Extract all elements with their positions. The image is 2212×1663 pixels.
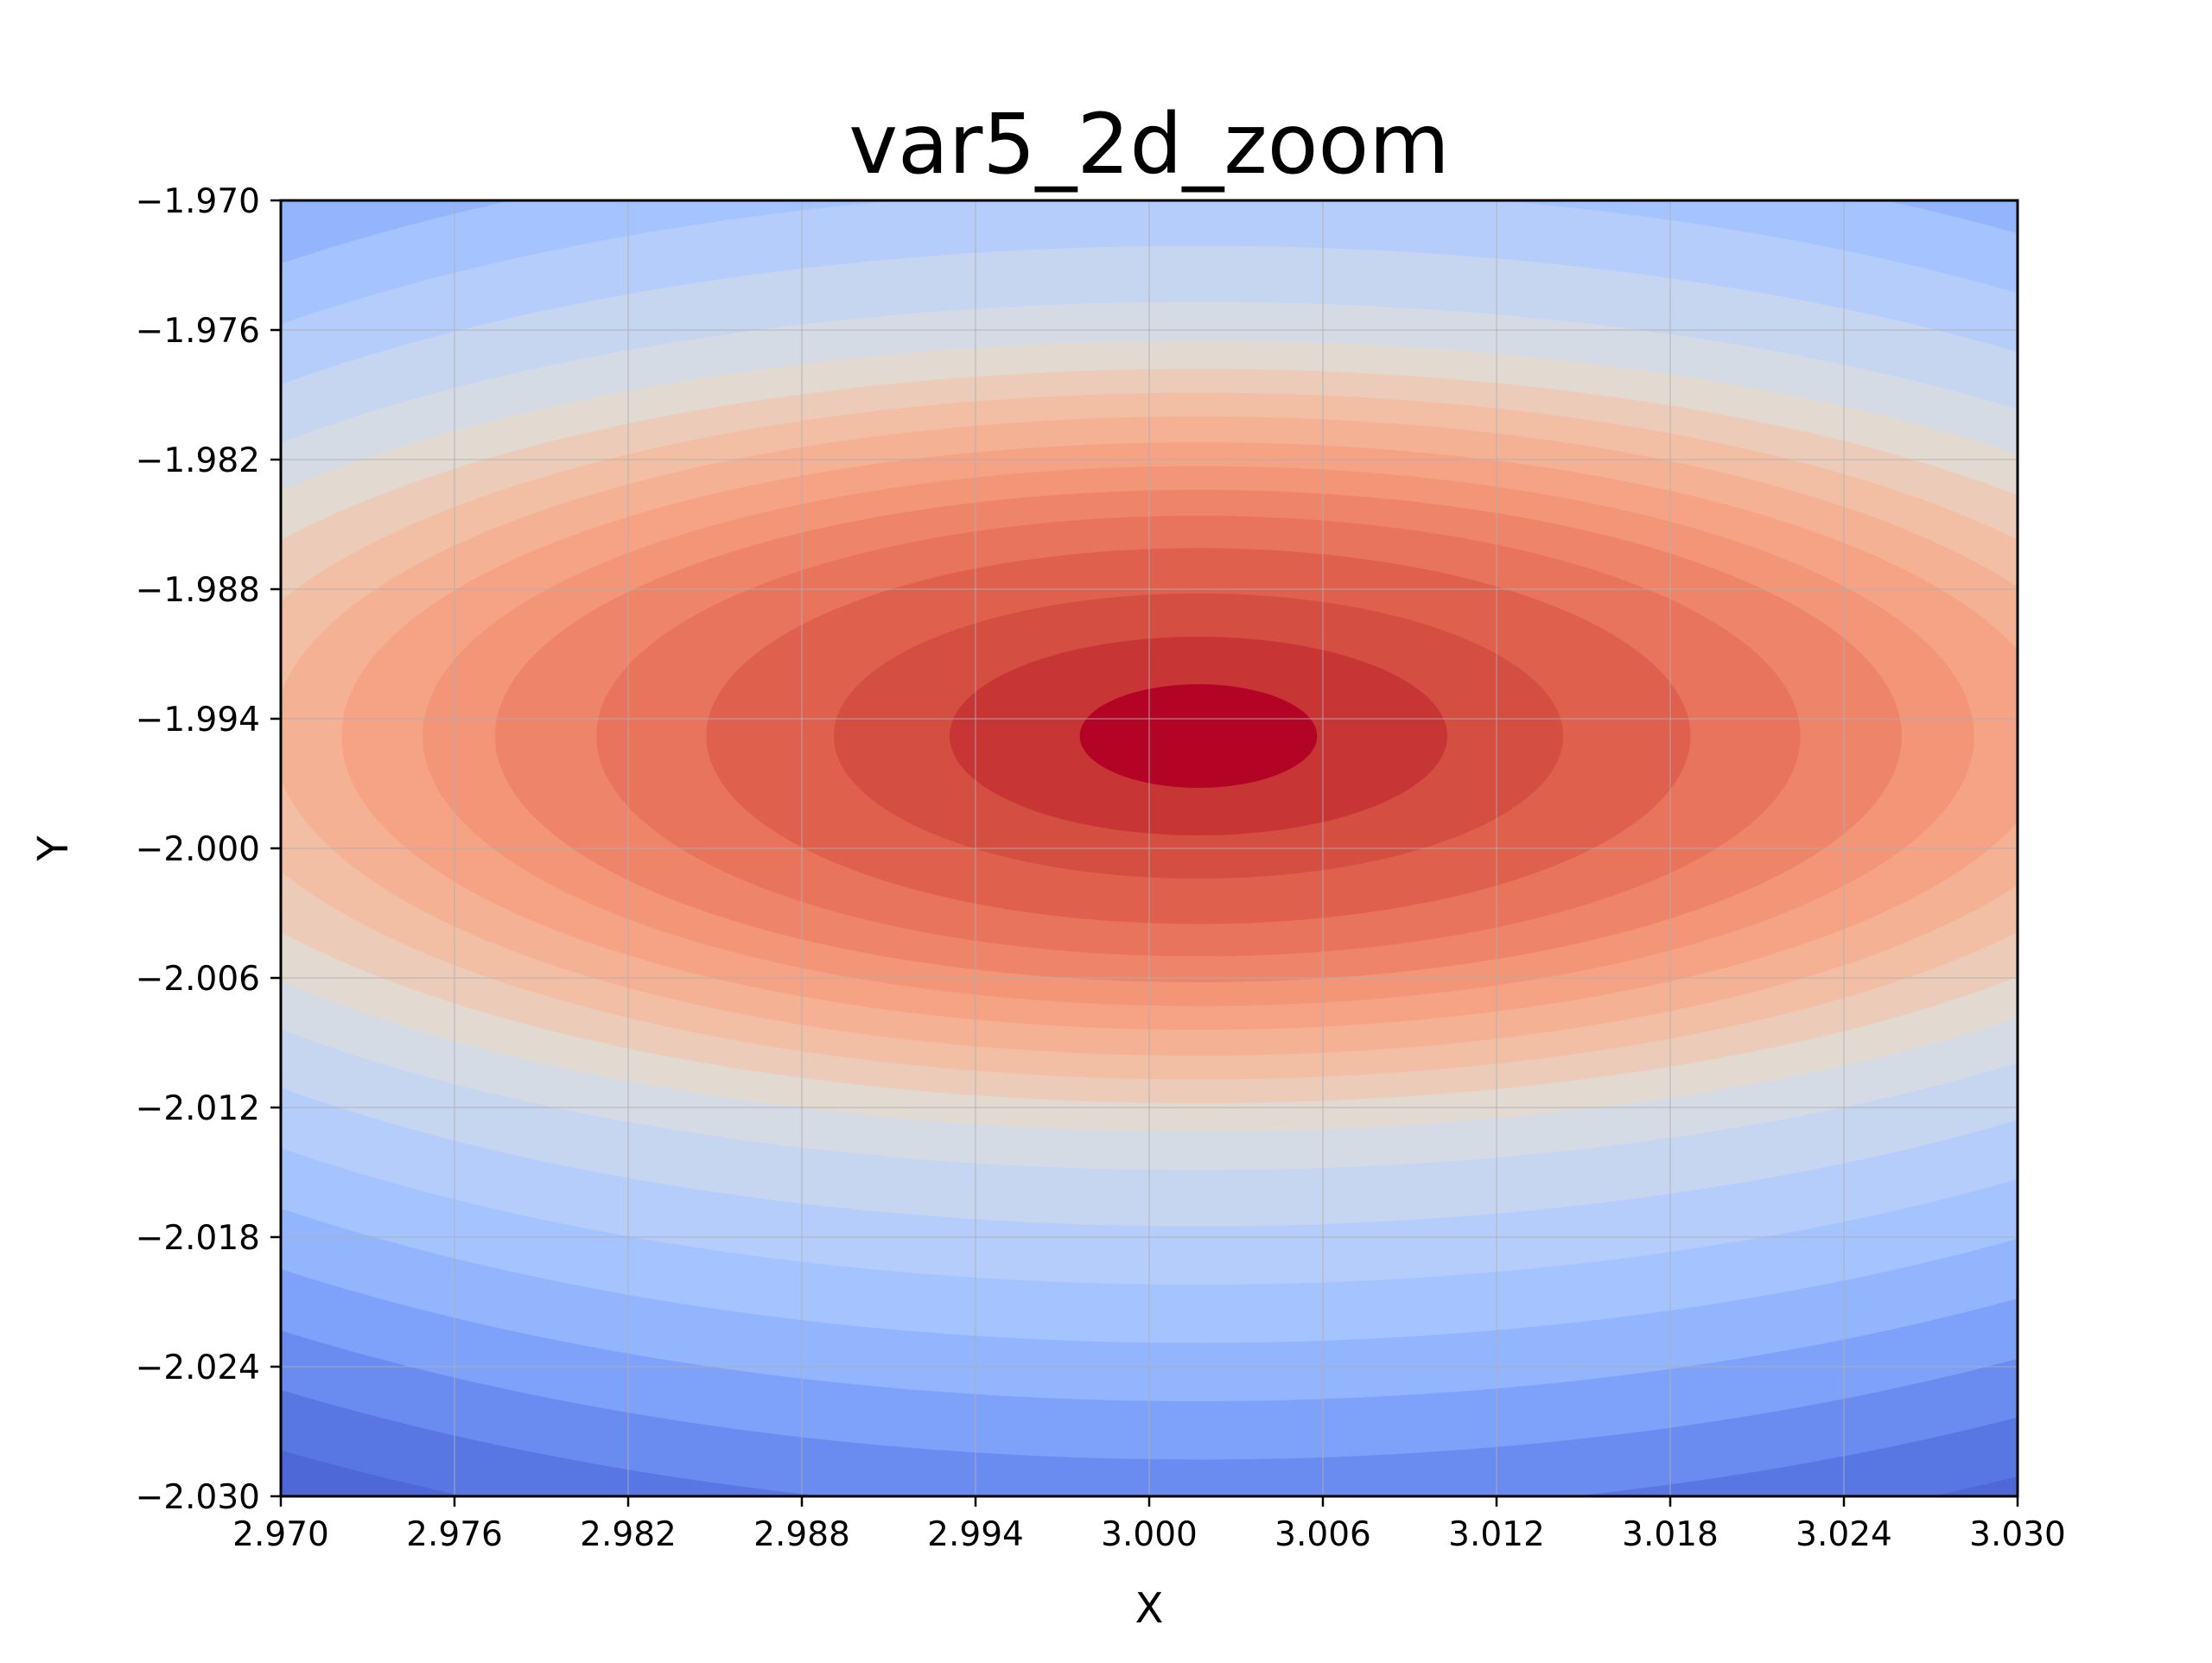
y-tick-label: −1.982: [136, 441, 260, 480]
chart-title: var5_2d_zoom: [849, 96, 1450, 193]
contour-level: [1079, 684, 1318, 788]
y-tick-label: −2.024: [136, 1349, 260, 1387]
x-axis-label: X: [1135, 1584, 1164, 1633]
x-tick-label: 2.976: [406, 1515, 503, 1554]
grid-layer: [281, 200, 2018, 1496]
y-axis-label: Y: [29, 835, 78, 862]
x-tick-label: 3.024: [1796, 1515, 1892, 1554]
x-tick-label: 3.012: [1448, 1515, 1545, 1554]
x-tick-label: 2.982: [580, 1515, 677, 1554]
y-tick-label: −1.988: [136, 571, 260, 610]
x-tick-label: 2.988: [753, 1515, 850, 1554]
y-tick-label: −2.006: [136, 960, 260, 999]
x-tick-label: 2.970: [232, 1515, 329, 1554]
y-tick-label: −2.030: [136, 1478, 260, 1517]
y-tick-label: −1.994: [136, 701, 260, 739]
x-tick-label: 2.994: [927, 1515, 1024, 1554]
x-tick-label: 3.006: [1274, 1515, 1371, 1554]
y-tick-label: −1.976: [136, 312, 260, 351]
x-tick-label: 3.000: [1101, 1515, 1198, 1554]
y-tick-label: −2.012: [136, 1089, 260, 1128]
y-axis: −1.970 −1.976 −1.982 −1.988 −1.994 −2.000 −2.0…: [136, 182, 281, 1517]
x-tick-label: 3.030: [1969, 1515, 2066, 1554]
contour-fill-layer: [281, 200, 2018, 1496]
y-tick-label: −1.970: [136, 182, 260, 221]
y-tick-label: −2.000: [136, 830, 260, 869]
x-tick-label: 3.018: [1622, 1515, 1719, 1554]
x-axis: 2.970 2.976 2.982 2.988 2.994 3.000 3.006 3.012…: [232, 1496, 2066, 1554]
y-tick-label: −2.018: [136, 1219, 260, 1258]
